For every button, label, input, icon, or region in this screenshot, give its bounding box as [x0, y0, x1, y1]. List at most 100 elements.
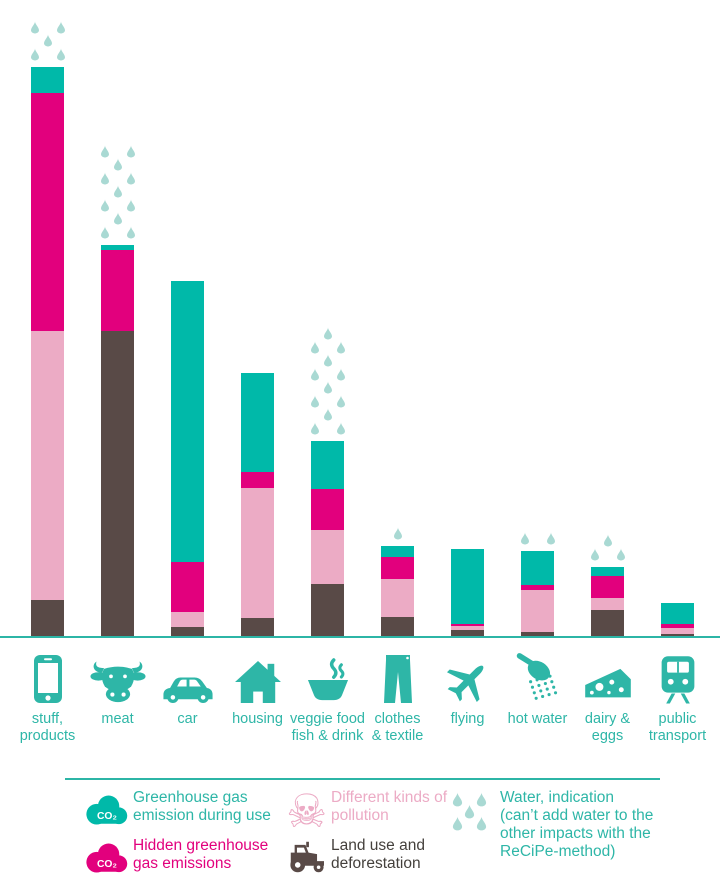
bar-segment-pollution	[661, 628, 694, 634]
category-label-hot-water: hot water	[507, 711, 568, 727]
bar-segment-land-use	[101, 331, 134, 636]
bar-segment-pollution	[591, 598, 624, 610]
bar-segment-pollution	[521, 590, 554, 632]
bar-segment-ghg-during-use	[171, 281, 204, 562]
water-drop-icon	[126, 226, 136, 244]
bar-meat	[101, 245, 134, 636]
bar-clothes-textile	[381, 546, 414, 636]
bar-segment-hidden-ghg	[311, 489, 344, 530]
water-drop-row	[587, 548, 629, 562]
bar-dairy-eggs	[591, 567, 624, 636]
bar-public-transport	[661, 603, 694, 636]
water-drop-icon	[126, 199, 136, 217]
water-drop-icon	[336, 368, 346, 386]
category-label-stuff-products: stuff, products	[19, 711, 76, 744]
water-drop-row	[27, 48, 69, 62]
bar-segment-hidden-ghg	[521, 585, 554, 590]
water-drop-icon	[113, 212, 123, 230]
baseline-axis	[0, 636, 720, 638]
water-drop-icon	[464, 804, 475, 824]
bar-segment-pollution	[241, 488, 274, 618]
tractor-icon	[286, 841, 328, 875]
water-drop-icon	[310, 422, 320, 440]
bar-segment-land-use	[31, 600, 64, 636]
bar-segment-ghg-during-use	[311, 441, 344, 489]
bar-segment-ghg-during-use	[521, 551, 554, 585]
bar-segment-hidden-ghg	[381, 557, 414, 579]
water-drop-icon	[113, 158, 123, 176]
water-drop-row	[307, 408, 349, 422]
water-drop-row	[97, 172, 139, 186]
bar-car	[171, 281, 204, 636]
legend-label-hidden-ghg: Hidden greenhouse gas emissions	[133, 837, 269, 872]
bar-segment-pollution	[171, 612, 204, 627]
water-drop-icon	[100, 172, 110, 190]
water-drop-row	[27, 21, 69, 35]
water-drop-row	[307, 354, 349, 368]
water-drop-row	[517, 532, 559, 546]
bar-segment-pollution	[31, 331, 64, 600]
water-drop-row	[307, 395, 349, 409]
water-drop-row	[97, 212, 139, 226]
water-drop-icon	[126, 172, 136, 190]
water-drop-row	[307, 341, 349, 355]
water-drop-row	[307, 368, 349, 382]
water-drop-icon	[56, 21, 66, 39]
water-drops-icon	[450, 792, 488, 831]
bar-segment-land-use	[171, 627, 204, 636]
category-label-public-transport: public transport	[648, 711, 707, 744]
legend-label-land-use: Land use and deforestation	[331, 837, 425, 872]
bar-segment-land-use	[241, 618, 274, 636]
legend-label-ghg-during-use: Greenhouse gas emission during use	[133, 789, 271, 824]
water-drop-row	[307, 327, 349, 341]
water-drop-icon	[603, 534, 613, 552]
bar-hot-water	[521, 551, 554, 636]
train-icon	[648, 644, 708, 704]
pants-icon	[368, 644, 428, 704]
water-drop-icon	[100, 145, 110, 163]
water-drop-icon	[323, 327, 333, 345]
skull-glyph: ☠	[286, 784, 328, 838]
bar-segment-land-use	[521, 632, 554, 636]
category-label-meat: meat	[101, 711, 134, 727]
bar-stuff-products	[31, 67, 64, 636]
water-drop-row	[450, 792, 488, 807]
water-drops-hot-water	[517, 532, 559, 546]
bar-segment-land-use	[381, 617, 414, 636]
water-drop-icon	[336, 341, 346, 359]
svg-text:CO₂: CO₂	[97, 811, 117, 822]
bar-segment-ghg-during-use	[451, 549, 484, 624]
bar-segment-ghg-during-use	[31, 67, 64, 93]
water-drops-stuff-products	[27, 21, 69, 62]
bar-segment-ghg-during-use	[661, 603, 694, 624]
water-drop-icon	[43, 34, 53, 52]
cheese-icon	[578, 644, 638, 704]
car-icon	[158, 644, 218, 704]
water-drop-icon	[310, 395, 320, 413]
smartphone-icon	[18, 644, 78, 704]
co2-cloud-icon: CO₂	[84, 794, 130, 828]
water-drop-icon	[323, 381, 333, 399]
house-icon	[228, 644, 288, 704]
water-drop-icon	[590, 548, 600, 566]
category-label-housing: housing	[232, 711, 283, 727]
bar-segment-pollution	[311, 530, 344, 584]
water-drop-row	[307, 422, 349, 436]
water-drops-meat	[97, 145, 139, 240]
cow-icon	[88, 644, 148, 704]
bar-segment-ghg-during-use	[241, 373, 274, 472]
category-label-flying: flying	[450, 711, 485, 727]
water-drops-veggie-food	[307, 327, 349, 435]
water-drop-icon	[323, 408, 333, 426]
water-drops-cluster	[450, 792, 488, 831]
water-drop-row	[450, 804, 488, 819]
bar-veggie-food	[311, 441, 344, 636]
legend-divider	[65, 778, 660, 780]
water-drop-icon	[452, 816, 463, 836]
skull-crossbones-icon: ☠	[286, 788, 327, 834]
water-drop-icon	[336, 422, 346, 440]
water-drops-clothes-textile	[377, 527, 419, 541]
bar-segment-hidden-ghg	[31, 93, 64, 331]
plane-icon	[438, 644, 498, 704]
bar-segment-pollution	[451, 626, 484, 630]
